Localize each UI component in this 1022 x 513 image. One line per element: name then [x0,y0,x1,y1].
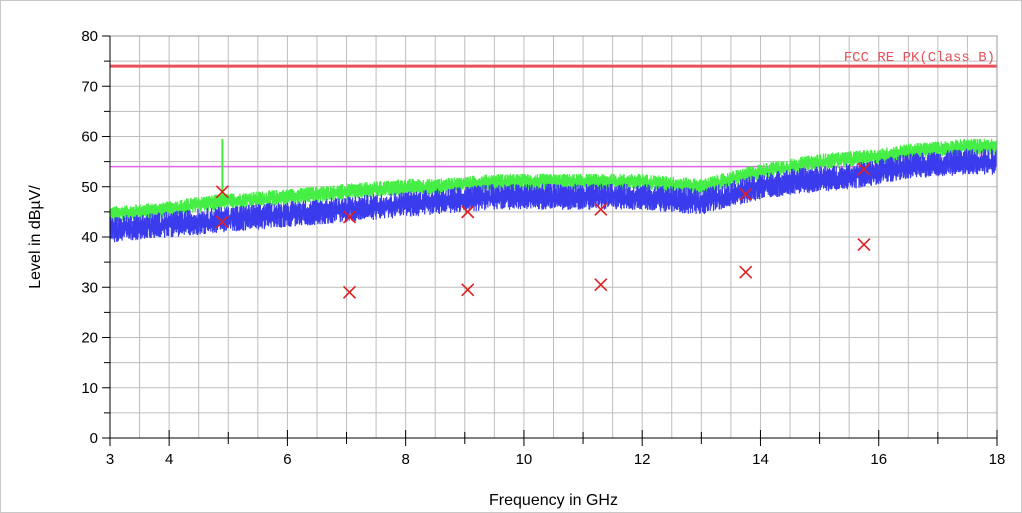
marker-x [461,283,475,297]
marker-x [215,215,229,229]
peak-trace [109,138,998,223]
y-tick-label: 50 [81,179,98,196]
y-tick-label: 80 [81,28,98,45]
y-tick-label: 0 [90,430,98,447]
y-tick-label: 70 [81,78,98,95]
marker-stroke [342,210,357,224]
y-tick-label: 10 [81,380,98,397]
y-tick-label: 30 [81,279,98,296]
y-tick-label: 60 [81,129,98,146]
marker-x [215,185,229,199]
marker-stroke [215,185,229,199]
marker-stroke [857,162,871,176]
marker-stroke [857,237,871,252]
x-tick-label: 12 [634,451,651,468]
marker-stroke [594,202,608,216]
x-tick-label: 6 [283,451,291,468]
marker-x [594,202,608,216]
marker-x [857,237,871,252]
x-tick-label: 16 [870,451,887,468]
x-tick-label: 10 [516,451,533,468]
x-tick-label: 3 [106,451,114,468]
marker-x [342,285,357,299]
x-tick-label: 8 [401,451,409,468]
marker-x [739,187,753,201]
marker-stroke [342,285,357,299]
marker-stroke [594,278,608,292]
marker-x [739,265,753,279]
marker-stroke [461,283,475,297]
x-tick-label: 4 [165,451,173,468]
marker-stroke [215,215,229,229]
average-trace [109,148,998,243]
marker-x [594,278,608,292]
marker-stroke [739,187,753,201]
y-tick-label: 40 [81,229,98,246]
y-tick-label: 20 [81,330,98,347]
markers [215,162,871,299]
grid [109,35,998,439]
x-tick-label: 14 [752,451,769,468]
x-axis-title: Frequency in GHz [489,492,618,509]
marker-x [857,162,871,176]
x-tick-label: 18 [989,451,1006,468]
y-axis-title: Level in dBµV/ [27,185,44,289]
axes: 0 10 20 30 40 50 60 70 80 3 4 6 8 10 12 14 16 18 [81,28,1005,468]
marker-x [342,210,357,224]
marker-x [461,205,475,219]
limit-label: FCC RE PK(Class B) [844,50,995,66]
marker-stroke [739,265,753,279]
marker-stroke [461,205,475,219]
